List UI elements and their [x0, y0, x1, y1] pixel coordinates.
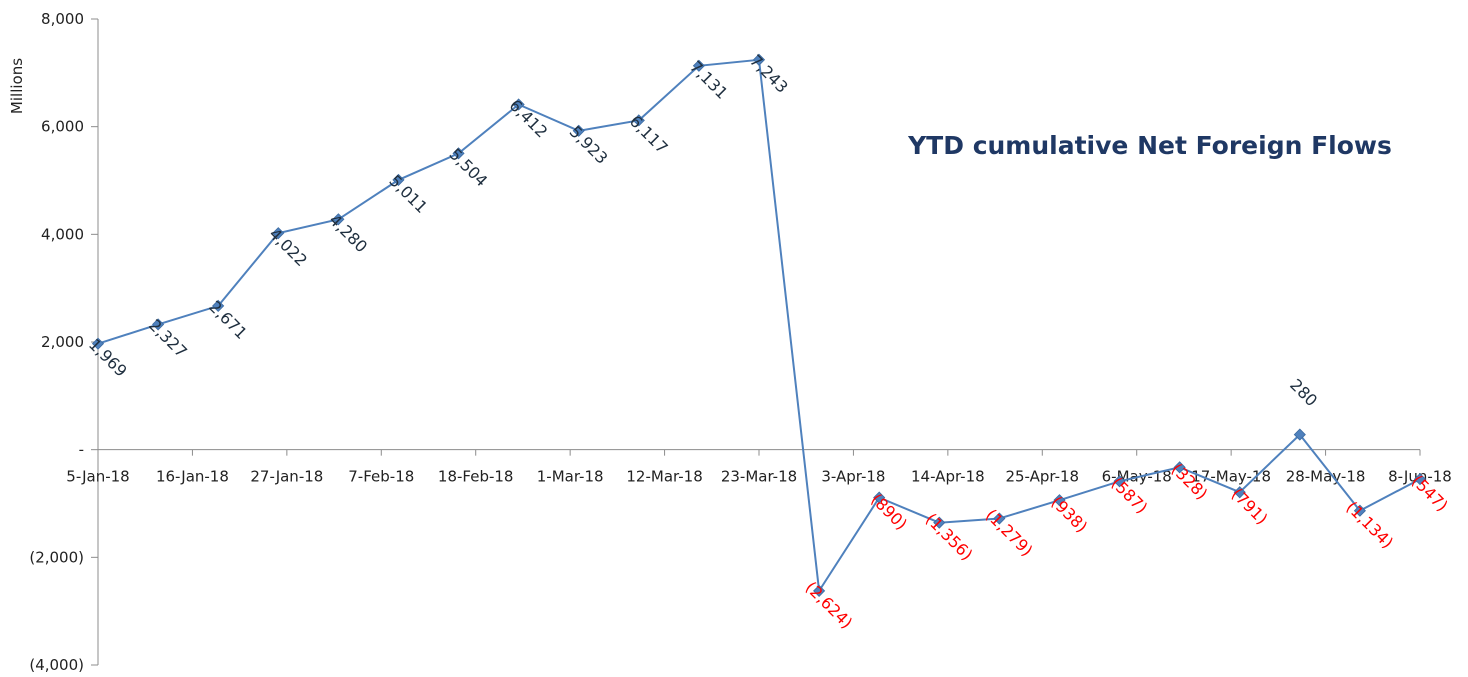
- x-tick-label: 23-Mar-18: [721, 468, 797, 486]
- x-tick-label: 12-Mar-18: [626, 468, 702, 486]
- data-label: 6,117: [626, 112, 672, 158]
- x-tick-label: 14-Apr-18: [911, 468, 985, 486]
- x-tick-label: 25-Apr-18: [1005, 468, 1079, 486]
- y-ticks: 8,000 6,000 4,000 2,000 - (2,000) (4,000): [29, 10, 98, 674]
- data-label: (890): [867, 490, 911, 534]
- series-markers: [91, 53, 1427, 597]
- data-point: [152, 318, 165, 331]
- y-tick-label: 2,000: [41, 333, 84, 351]
- data-label: 2,327: [145, 316, 191, 362]
- data-point: [752, 53, 766, 66]
- data-point: [572, 124, 585, 137]
- data-label: (1,279): [982, 505, 1037, 560]
- data-point: [332, 213, 345, 226]
- data-point: [212, 299, 225, 312]
- data-point: [692, 59, 705, 72]
- data-point: [1053, 494, 1066, 507]
- data-point: [813, 584, 826, 597]
- data-point: [1293, 428, 1306, 441]
- x-ticks: 5-Jan-18 16-Jan-18 27-Jan-18 7-Feb-18 18-Feb…: [66, 449, 1452, 486]
- data-point: [1353, 504, 1366, 517]
- y-tick-label: 4,000: [41, 225, 84, 243]
- data-point: [91, 337, 105, 350]
- x-tick-label: 16-Jan-18: [156, 468, 229, 486]
- data-label: 1,969: [85, 335, 131, 381]
- y-tick-label: -: [79, 441, 84, 459]
- data-label: (791): [1228, 484, 1272, 528]
- y-axis-label: Millions: [8, 58, 26, 114]
- data-label: 280: [1286, 375, 1321, 410]
- x-tick-label: 3-Apr-18: [821, 468, 885, 486]
- x-tick-label: 7-Feb-18: [348, 468, 414, 486]
- x-tick-label: 28-May-18: [1286, 468, 1366, 486]
- data-point: [512, 98, 525, 111]
- x-tick-label: 18-Feb-18: [438, 468, 514, 486]
- data-point: [452, 147, 465, 160]
- data-point: [873, 491, 886, 504]
- data-point: [1413, 473, 1427, 486]
- y-tick-label: 6,000: [41, 118, 84, 136]
- data-point: [993, 512, 1006, 525]
- data-point: [392, 173, 405, 186]
- data-label: 5,011: [385, 171, 431, 217]
- x-tick-label: 5-Jan-18: [66, 468, 129, 486]
- y-tick-label: (4,000): [29, 656, 84, 674]
- data-point: [933, 516, 946, 529]
- data-label: 5,504: [446, 145, 492, 191]
- data-point: [1113, 475, 1126, 488]
- data-point: [632, 114, 645, 127]
- data-point: [1233, 486, 1246, 499]
- data-label: (1,356): [922, 509, 977, 564]
- data-label: 6,412: [506, 96, 552, 142]
- data-label: 4,280: [325, 210, 371, 256]
- axes: [97, 19, 1420, 665]
- x-tick-label: 27-Jan-18: [250, 468, 323, 486]
- chart-title: YTD cumulative Net Foreign Flows: [907, 131, 1392, 160]
- data-label: (2,624): [802, 578, 857, 633]
- y-tick-label: 8,000: [41, 10, 84, 28]
- data-label: (938): [1047, 492, 1091, 536]
- y-tick-label: (2,000): [29, 548, 84, 566]
- data-point: [1173, 461, 1186, 474]
- data-point: [272, 227, 285, 240]
- data-label: 2,671: [205, 297, 251, 343]
- x-tick-label: 1-Mar-18: [537, 468, 604, 486]
- data-label: 7,243: [746, 51, 792, 97]
